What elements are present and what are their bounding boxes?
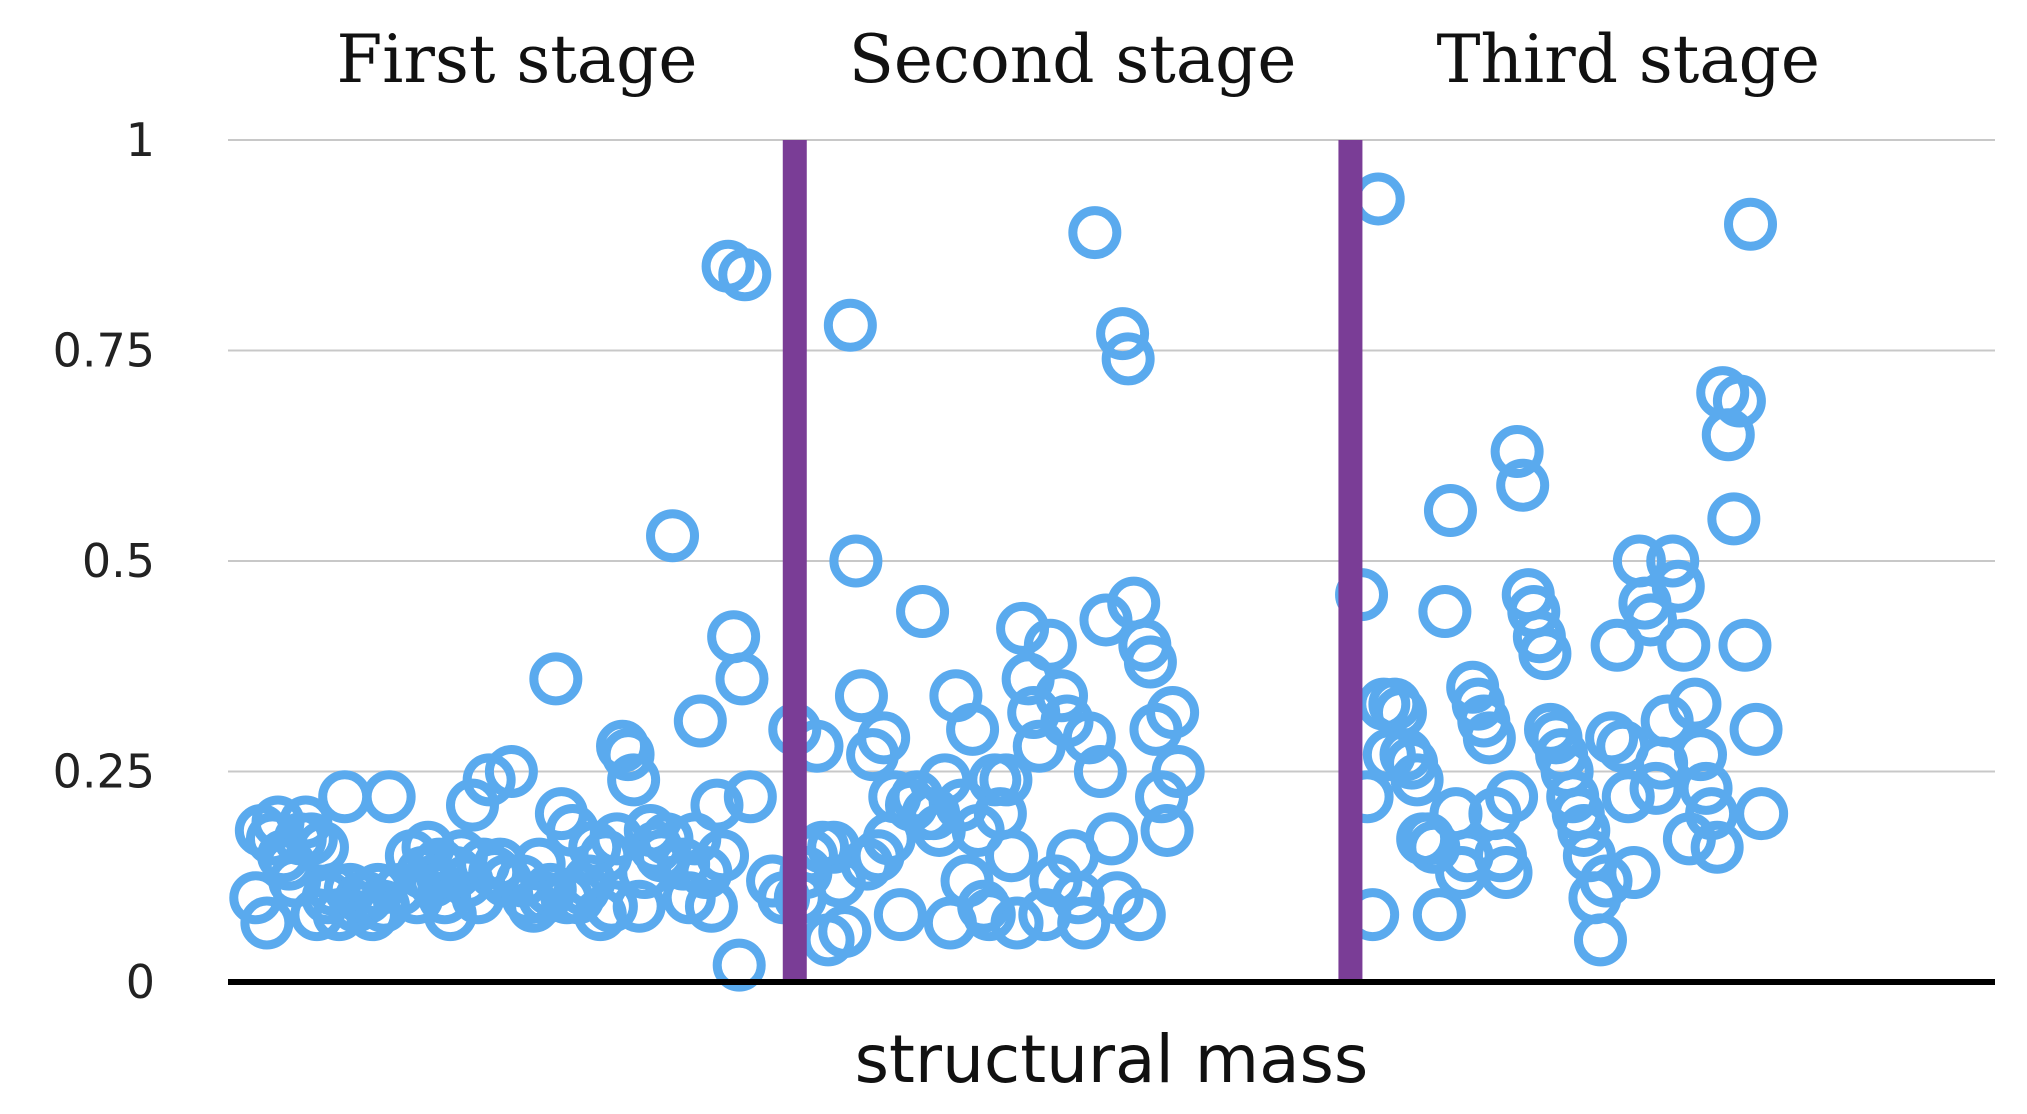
data-point [984,829,1038,883]
data-point [1651,559,1705,613]
stage-dividers [782,140,1363,982]
data-point [1057,896,1111,950]
data-point [1073,745,1127,798]
data-point [1590,618,1644,672]
data-point [1146,686,1200,740]
data-point [684,879,738,933]
data-point [1412,888,1466,942]
y-tick-label: 0.5 [82,534,155,588]
data-point [484,745,538,798]
data-point [318,770,372,824]
data-point [1479,846,1533,900]
data-point [1607,846,1661,900]
data-point [1462,711,1516,765]
data-point [1701,408,1755,462]
data-point [1490,425,1544,479]
data-point [712,938,766,992]
data-point [1707,492,1761,546]
stage-title: Third stage [1437,21,1820,98]
data-point [857,711,911,765]
data-point [1557,803,1611,857]
data-point [1023,618,1077,672]
data-point [240,896,294,950]
data-point [1679,761,1733,815]
stage-title: Second stage [849,21,1297,98]
data-point [1690,820,1744,874]
data-point [896,585,950,639]
data-point [1629,761,1683,815]
data-point [1573,913,1627,967]
data-point [1418,585,1472,639]
y-tick-label: 0.25 [53,745,155,799]
stage-titles: First stage Second stage Third stage [337,21,1820,98]
data-point [1729,702,1783,756]
data-point [1685,787,1739,841]
data-point [715,652,769,706]
data-point [529,652,583,706]
stage-title: First stage [337,21,698,98]
data-point [818,904,872,958]
data-point [1096,307,1150,361]
data-point [1068,206,1122,260]
data-point [1518,627,1572,681]
data-point [1674,728,1727,782]
data-point [1657,618,1711,672]
data-point [990,896,1044,950]
data-point [1351,172,1405,226]
data-point [512,837,566,891]
data-point [834,669,888,723]
data-point [1735,787,1789,841]
data-point [1496,458,1550,512]
data-point [1623,593,1677,647]
data-point [584,879,638,933]
data-point [696,829,750,883]
data-points [229,172,1789,992]
data-point [823,298,877,352]
data-point [979,753,1033,807]
data-point [1390,753,1444,807]
x-axis-label: structural mass [855,1021,1369,1098]
data-point [1601,770,1655,824]
y-tick-label: 0 [126,955,155,1009]
data-point [1485,770,1539,824]
data-point [1112,888,1166,942]
data-point [946,702,1000,756]
data-point [1423,483,1477,537]
data-point [707,610,761,664]
data-point [1579,854,1633,908]
y-tick-label: 0.75 [53,324,155,378]
data-point [1062,711,1116,765]
data-point [873,888,927,942]
y-axis-ticks: 0 0.25 0.5 0.75 1 [53,113,155,1009]
data-point [1712,374,1766,428]
data-point [829,534,883,588]
data-point [362,770,416,824]
data-point [1085,812,1138,866]
data-point [1668,677,1722,731]
data-point [601,728,655,782]
data-point [1724,197,1778,251]
data-point [1101,332,1155,386]
data-point [1718,618,1772,672]
data-point [1034,669,1088,723]
data-point [1123,635,1177,689]
data-point [646,509,700,563]
data-point [1051,871,1105,925]
data-point [1646,534,1700,588]
data-point [690,778,744,832]
data-point [612,879,666,933]
y-tick-label: 1 [126,113,155,167]
data-point [962,888,1016,942]
data-point [718,248,772,302]
data-point [607,753,661,807]
data-point [673,694,727,748]
data-point [723,770,777,824]
data-point [1140,803,1194,857]
data-point [1151,745,1205,798]
